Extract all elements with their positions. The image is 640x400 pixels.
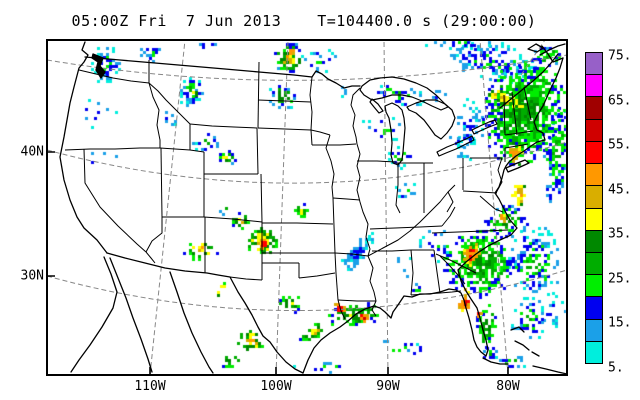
colorbar-segment (585, 319, 603, 342)
colorbar-tick-label: 25. (608, 271, 632, 287)
colorbar-tick-label: 75. (608, 48, 632, 64)
colorbar-segment (585, 75, 603, 98)
colorbar-segment (585, 52, 603, 76)
colorbar-tick-label: 55. (608, 137, 632, 153)
colorbar-tick-label: 35. (608, 226, 632, 242)
colorbar-segment (585, 252, 603, 276)
colorbar (585, 52, 603, 365)
colorbar-tick-label: 65. (608, 93, 632, 109)
colorbar-segment (585, 164, 603, 187)
x-tick-label: 100W (260, 379, 292, 394)
colorbar-segment (585, 119, 603, 142)
colorbar-tick-label: 5. (608, 360, 624, 376)
colorbar-tick-label: 15. (608, 315, 632, 331)
colorbar-segment (585, 275, 603, 298)
colorbar-segment (585, 141, 603, 165)
title-row: 05:00Z Fri 7 Jun 2013 T=104400.0 s (29:00… (0, 12, 608, 30)
colorbar-tick-label: 45. (608, 182, 632, 198)
colorbar-segment (585, 230, 603, 253)
colorbar-segment (585, 186, 603, 209)
colorbar-segment (585, 208, 603, 231)
y-tick-label: 30N (20, 268, 44, 284)
x-tick-label: 80W (496, 379, 520, 394)
y-tick-label: 40N (20, 144, 44, 160)
x-tick-label: 110W (134, 379, 166, 394)
x-tick-label: 90W (376, 379, 400, 394)
title-datetime: 05:00Z Fri 7 Jun 2013 (71, 12, 282, 30)
title-simtime: T=104400.0 s (29:00:00) (317, 12, 537, 30)
colorbar-segment (585, 297, 603, 320)
colorbar-segment (585, 97, 603, 120)
colorbar-segment (585, 341, 603, 365)
